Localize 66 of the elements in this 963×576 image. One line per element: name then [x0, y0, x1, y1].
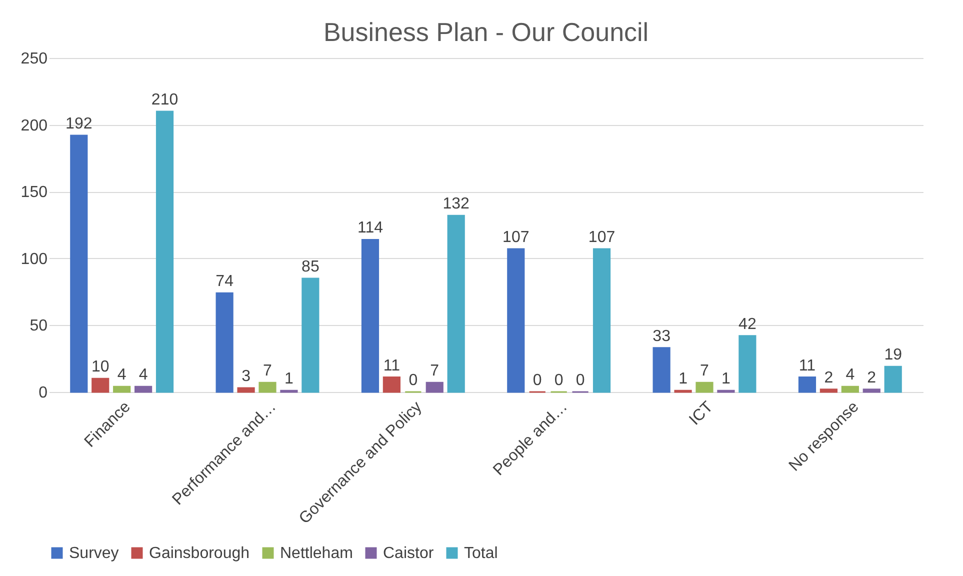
data-label: 192 — [66, 115, 92, 132]
bar — [884, 366, 902, 393]
data-label: 210 — [151, 91, 178, 108]
data-label: 0 — [532, 372, 542, 389]
y-tick-label: 0 — [38, 384, 48, 402]
data-label: 42 — [738, 316, 756, 333]
data-label: 114 — [357, 220, 384, 237]
data-label: 19 — [884, 346, 902, 364]
data-label: 2 — [867, 369, 876, 386]
bar — [216, 292, 234, 393]
data-label: 1 — [284, 370, 294, 388]
data-label: 2 — [824, 369, 834, 386]
bar — [447, 214, 465, 393]
bar — [113, 386, 131, 393]
bar — [820, 388, 838, 393]
bar — [652, 347, 670, 393]
bar — [134, 386, 152, 393]
bar — [361, 238, 380, 393]
bar — [156, 110, 174, 393]
chart-title: Business Plan - Our Council — [323, 17, 649, 47]
y-tick-label: 50 — [30, 318, 48, 335]
data-label: 1 — [722, 370, 731, 388]
legend-label: Nettleham — [280, 545, 353, 562]
data-label: 4 — [117, 366, 126, 384]
bar — [696, 382, 714, 393]
y-tick-label: 100 — [20, 250, 48, 268]
x-tick-label: ICT — [686, 398, 717, 429]
legend-label: Total — [464, 545, 498, 562]
data-label: 107 — [588, 229, 616, 246]
bar — [382, 376, 400, 393]
data-label: 7 — [430, 362, 440, 380]
data-label: 4 — [138, 366, 148, 384]
y-tick-label: 250 — [20, 50, 48, 68]
y-tick-label: 200 — [20, 117, 48, 134]
bar — [841, 386, 859, 393]
bar — [258, 382, 276, 393]
data-label: 11 — [383, 357, 400, 374]
data-label: 74 — [216, 273, 234, 290]
data-label: 0 — [408, 372, 418, 389]
data-label: 11 — [798, 357, 816, 374]
data-label: 132 — [442, 196, 470, 213]
bar — [92, 378, 110, 393]
data-label: 0 — [576, 372, 585, 389]
data-label: 7 — [263, 362, 272, 380]
bar — [426, 382, 444, 393]
bar — [70, 134, 88, 393]
legend-label: Caistor — [383, 545, 434, 562]
data-label: 4 — [846, 366, 855, 384]
bar — [738, 335, 756, 393]
legend-label: Survey — [69, 545, 119, 562]
bar — [862, 388, 880, 393]
data-label: 3 — [242, 368, 251, 385]
data-label: 107 — [502, 229, 530, 246]
data-label: 85 — [302, 258, 320, 276]
data-label: 0 — [554, 372, 564, 389]
data-label: 7 — [700, 362, 710, 380]
data-label: 1 — [678, 370, 688, 388]
data-label: 33 — [652, 328, 671, 345]
bar — [237, 387, 255, 393]
bar — [798, 376, 816, 393]
y-tick-label: 150 — [20, 184, 48, 202]
bar — [302, 278, 320, 393]
bar — [507, 248, 525, 393]
legend-label: Gainsborough — [149, 545, 250, 562]
bar — [592, 248, 611, 393]
data-label: 10 — [91, 358, 110, 376]
